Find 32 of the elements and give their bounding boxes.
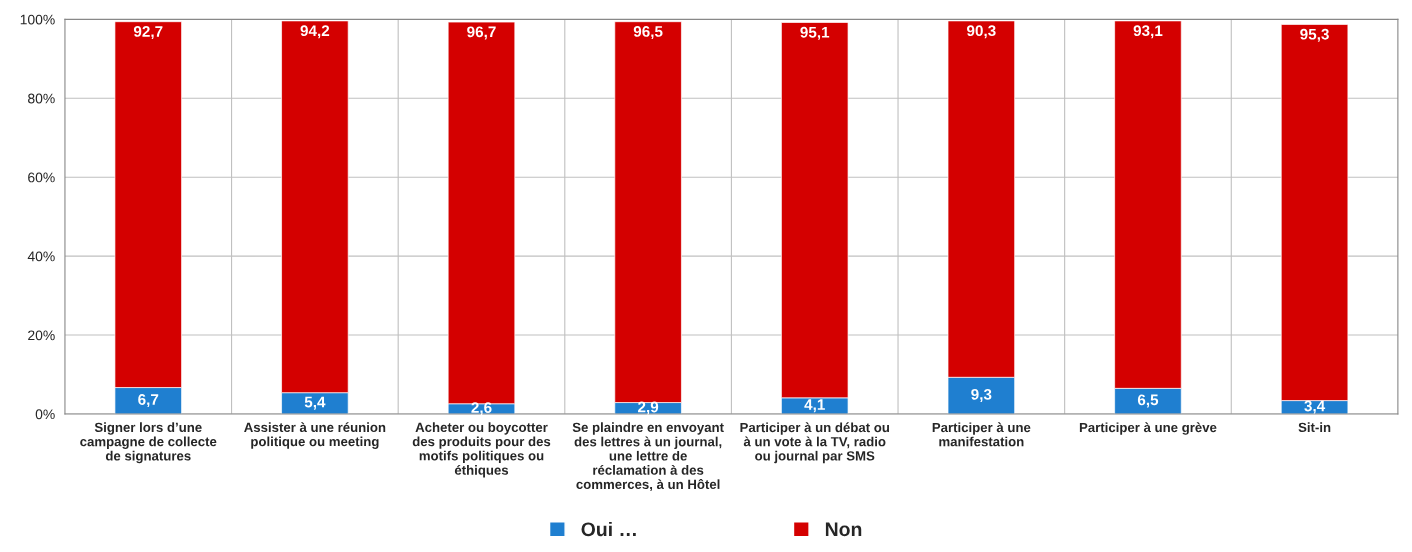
- data-label: 96,7: [467, 26, 496, 40]
- y-tick-label: 0%: [35, 409, 55, 420]
- data-label: 93,1: [1133, 25, 1163, 39]
- data-label: 5,4: [304, 396, 326, 410]
- y-tick-label: 60%: [28, 172, 55, 183]
- x-tick-label: Se plaindre en envoyant des lettres à un journal, une lettre de réclamation à des commerces, à un Hôtel: [572, 422, 724, 491]
- x-tick-label: Assister à une réunion politique ou meeting: [244, 422, 386, 449]
- x-tick-label: Sit-in: [1298, 422, 1331, 433]
- data-label: 9,3: [971, 388, 992, 402]
- data-label: 95,1: [800, 26, 830, 40]
- data-label: 2,9: [638, 401, 659, 415]
- legend-label: Oui …: [581, 521, 636, 537]
- y-tick-label: 20%: [28, 330, 55, 341]
- x-tick-label: Participer à une grève: [1079, 422, 1217, 435]
- x-tick-label: Participer à un débat ou à un vote à la TV, radio ou journal par SMS: [740, 422, 890, 464]
- data-label: 3,4: [1304, 400, 1326, 414]
- x-tick-label: Participer à une manifestation: [932, 422, 1031, 447]
- x-tick-label: Signer lors d’une campagne de collecte de signatures: [80, 422, 217, 464]
- y-tick-label: 40%: [27, 251, 55, 262]
- legend-label: Non: [825, 522, 862, 537]
- data-label: 6,5: [1137, 394, 1159, 408]
- y-tick-label: 80%: [28, 93, 55, 104]
- data-label: 2,6: [471, 402, 492, 416]
- data-label: 94,2: [300, 25, 330, 39]
- data-label: 92,7: [133, 26, 163, 40]
- data-label: 6,7: [138, 394, 159, 408]
- data-label: 96,5: [633, 26, 663, 40]
- data-label: 4,1: [804, 399, 825, 413]
- x-tick-label: Acheter ou boycotter des produits pour des motifs politiques ou éthiques: [412, 422, 551, 478]
- data-label: 90,3: [967, 25, 996, 39]
- y-tick-label: 100%: [20, 14, 55, 25]
- data-label: 95,3: [1300, 28, 1329, 42]
